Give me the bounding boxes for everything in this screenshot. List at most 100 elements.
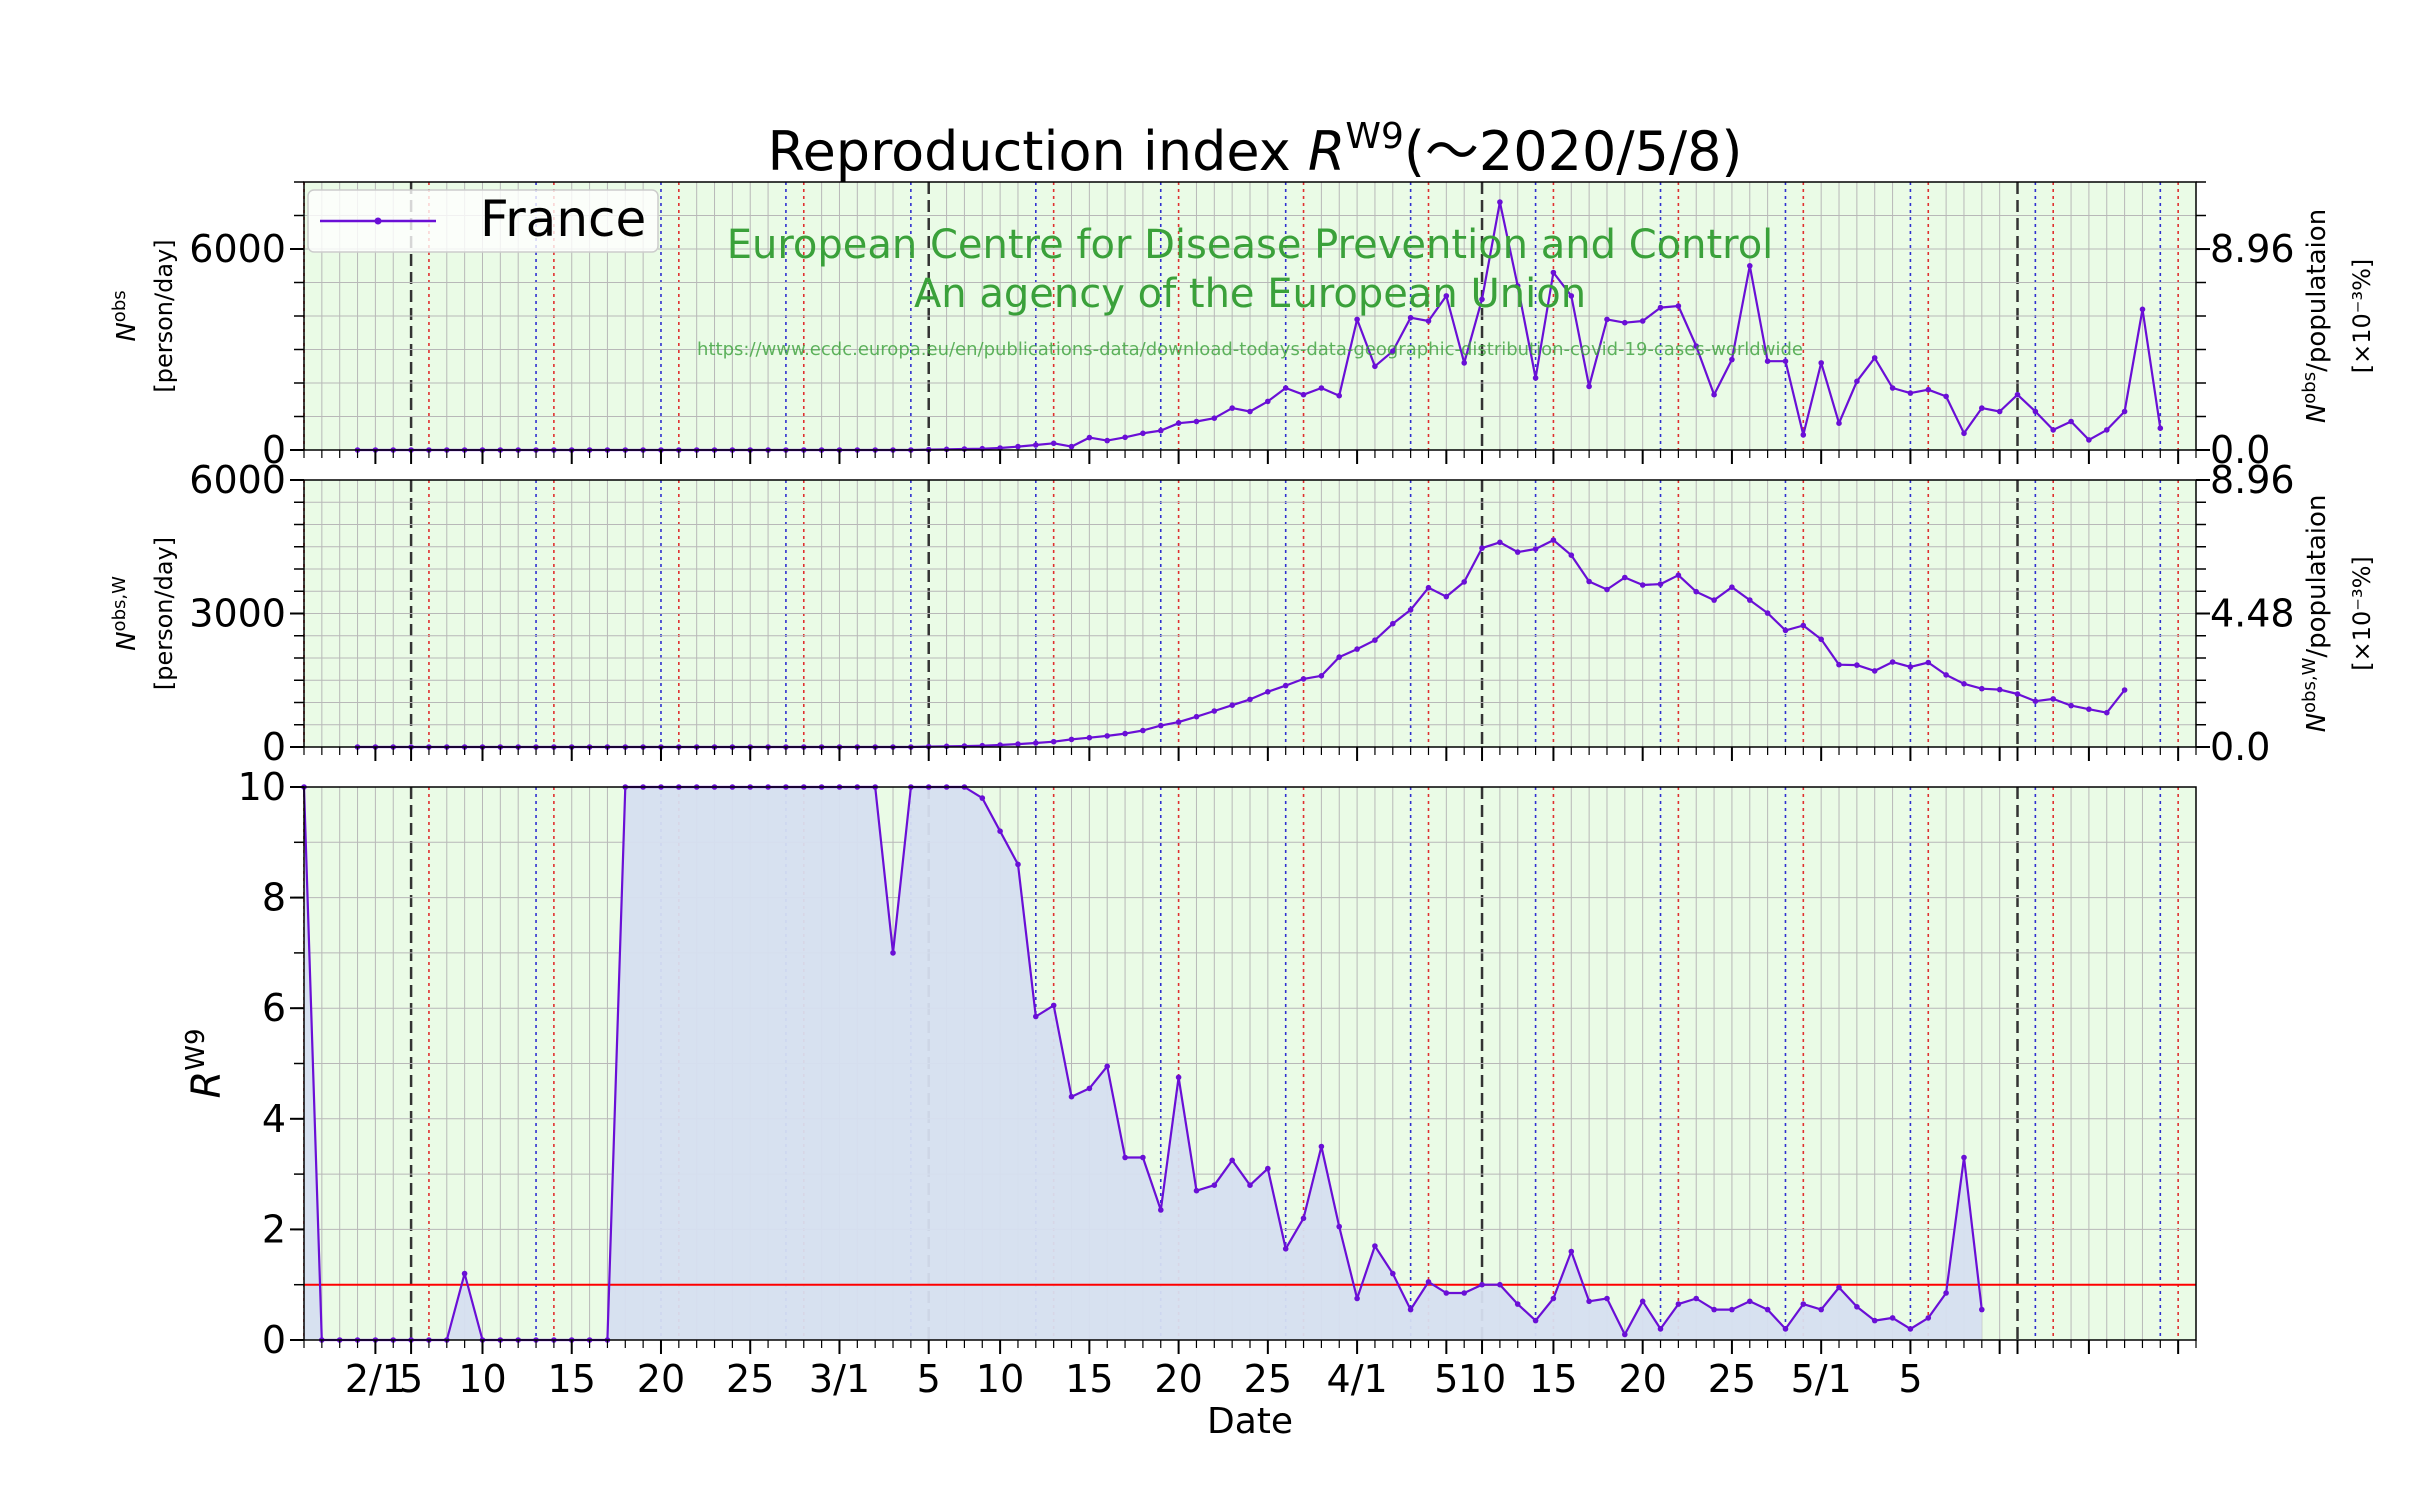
y-tick-label: 3000 bbox=[189, 592, 286, 636]
data-point bbox=[1390, 1270, 1396, 1277]
x-tick-label: 20 bbox=[1618, 1357, 1666, 1401]
data-point bbox=[1086, 734, 1093, 741]
data-point bbox=[1318, 385, 1325, 391]
data-point bbox=[1622, 1331, 1628, 1338]
data-point bbox=[1461, 1290, 1467, 1296]
y-tick-label: 6000 bbox=[189, 227, 286, 271]
x-axis-label: Date bbox=[1207, 1401, 1293, 1442]
x-tick-label: 5 bbox=[1434, 1357, 1458, 1401]
x-tick-label: 20 bbox=[1154, 1357, 1202, 1401]
data-point bbox=[1282, 385, 1289, 391]
data-point bbox=[2086, 437, 2092, 443]
watermark-url[interactable]: https://www.ecdc.europa.eu/en/publicatio… bbox=[697, 339, 1803, 360]
data-point bbox=[1836, 420, 1842, 427]
data-point bbox=[1961, 430, 1967, 437]
data-point bbox=[1675, 572, 1682, 578]
data-point bbox=[1979, 1306, 1985, 1313]
y-axis-unit: [person/day] bbox=[150, 239, 178, 392]
data-point bbox=[1550, 1295, 1557, 1302]
watermark-line1: European Centre for Disease Prevention a… bbox=[727, 222, 1774, 268]
data-point bbox=[1175, 420, 1182, 427]
r-area-fill bbox=[304, 787, 1982, 1340]
data-point bbox=[1729, 584, 1735, 590]
data-point bbox=[1497, 539, 1503, 546]
data-point bbox=[1711, 1306, 1717, 1313]
data-point bbox=[2104, 709, 2110, 716]
data-point bbox=[1300, 1215, 1307, 1222]
data-point bbox=[1033, 442, 1039, 448]
x-tick-label: 2/1 bbox=[345, 1357, 406, 1401]
data-point bbox=[2121, 408, 2128, 415]
data-point bbox=[1033, 1013, 1039, 1020]
data-point bbox=[1943, 393, 1949, 400]
data-point bbox=[1568, 552, 1575, 558]
data-point bbox=[1639, 318, 1646, 324]
data-point bbox=[1158, 427, 1164, 434]
data-point bbox=[1193, 713, 1200, 720]
legend: France bbox=[307, 189, 659, 253]
data-point bbox=[1586, 383, 1592, 390]
data-point bbox=[2014, 691, 2021, 697]
data-point bbox=[1372, 1243, 1378, 1249]
data-point bbox=[1532, 546, 1539, 552]
data-point bbox=[1818, 636, 1824, 643]
data-point bbox=[1372, 363, 1378, 370]
data-point bbox=[1140, 727, 1146, 734]
data-point bbox=[1229, 702, 1235, 708]
data-point bbox=[1372, 637, 1378, 643]
data-point bbox=[1996, 686, 2003, 693]
data-point bbox=[1854, 662, 1860, 668]
x-tick-label: 5/1 bbox=[1791, 1357, 1852, 1401]
data-point bbox=[1907, 664, 1914, 670]
y-tick-label: 0 bbox=[262, 725, 286, 769]
data-point bbox=[1425, 318, 1432, 324]
data-point bbox=[1104, 437, 1110, 444]
data-point bbox=[1943, 1290, 1949, 1296]
data-point bbox=[1961, 1154, 1967, 1161]
data-point bbox=[1122, 730, 1128, 737]
data-point bbox=[1175, 719, 1182, 725]
data-point bbox=[1211, 415, 1218, 422]
data-point bbox=[1479, 296, 1485, 303]
data-point bbox=[1229, 405, 1235, 411]
data-point bbox=[461, 1270, 468, 1277]
x-tick-label: 10 bbox=[1458, 1357, 1506, 1401]
data-point bbox=[1407, 1306, 1414, 1313]
y-tick-label: 4 bbox=[262, 1097, 286, 1141]
data-point bbox=[1747, 597, 1753, 603]
data-point bbox=[1568, 293, 1575, 299]
data-point bbox=[1854, 1304, 1860, 1310]
data-point bbox=[1122, 434, 1128, 441]
y-axis-unit: [person/day] bbox=[150, 537, 178, 690]
data-point bbox=[1693, 588, 1699, 595]
data-point bbox=[1336, 1223, 1342, 1230]
data-point bbox=[1871, 668, 1878, 674]
right-y-axis-title: Nobs,W/populataion bbox=[2299, 495, 2332, 733]
y-axis-title: RW9 bbox=[181, 1028, 230, 1098]
data-point bbox=[1979, 685, 1985, 692]
y-tick-label: 0 bbox=[262, 428, 286, 472]
data-point bbox=[1639, 1298, 1646, 1305]
data-point bbox=[1550, 269, 1557, 276]
data-point bbox=[1622, 574, 1628, 581]
data-point bbox=[1889, 659, 1896, 665]
y-tick-label: 2 bbox=[262, 1207, 286, 1251]
data-point bbox=[1354, 316, 1360, 323]
x-tick-label: 3/1 bbox=[809, 1357, 870, 1401]
data-point bbox=[1818, 1306, 1824, 1313]
data-point bbox=[1407, 607, 1414, 613]
y-axis-title: Nobs bbox=[109, 290, 142, 341]
data-point bbox=[1871, 1317, 1878, 1324]
y-tick-label: 6000 bbox=[189, 458, 286, 502]
data-point bbox=[1586, 578, 1592, 585]
data-point bbox=[2068, 702, 2074, 709]
data-point bbox=[1925, 1315, 1932, 1321]
data-point bbox=[1068, 1093, 1075, 1100]
data-point bbox=[1461, 579, 1467, 585]
chart-title: Reproduction index RW9(〜2020/5/8) bbox=[767, 116, 1742, 183]
data-point bbox=[1693, 343, 1699, 349]
data-point bbox=[1104, 1063, 1110, 1070]
data-point bbox=[1265, 398, 1271, 405]
